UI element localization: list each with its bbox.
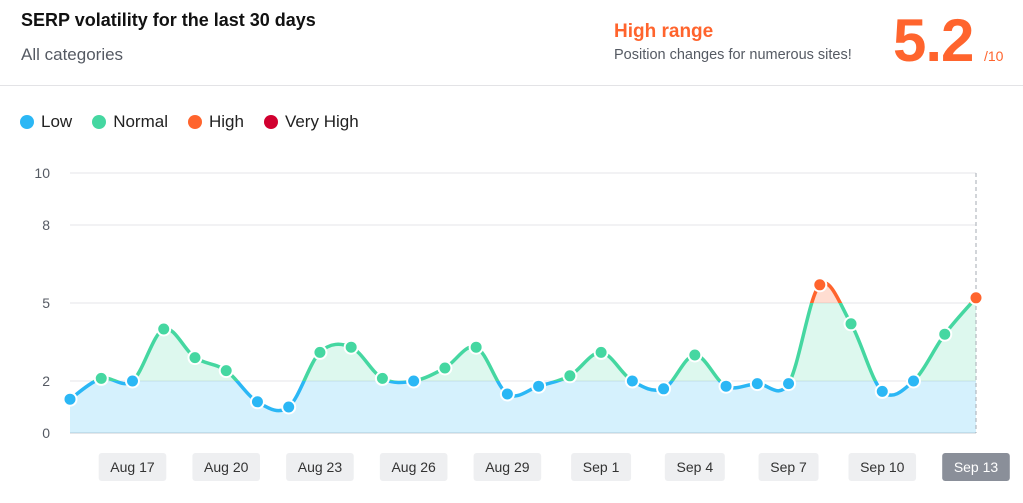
data-point-17: [562, 368, 578, 384]
x-tick-label-9: Sep 10: [860, 459, 905, 475]
series-line-low: [68, 381, 916, 413]
range-label: High range: [614, 21, 714, 42]
data-point-25: [812, 277, 828, 293]
legend-item-low: Low: [20, 112, 72, 132]
y-tick-label-2: 2: [42, 373, 50, 389]
legend-label-normal: Normal: [113, 112, 168, 131]
volatility-score: 5.2: [893, 7, 974, 74]
data-point-29: [937, 326, 953, 342]
data-point-2: [93, 370, 109, 386]
legend-item-normal: Normal: [92, 112, 168, 132]
legend-label-very-high: Very High: [284, 112, 359, 131]
y-tick-label-0: 0: [42, 425, 50, 441]
data-point-11: [374, 370, 390, 386]
area-fill-low: [70, 381, 976, 433]
x-tick-label-4: Aug 26: [391, 459, 436, 475]
x-label-pill-10: [942, 453, 1010, 481]
data-point-16: [531, 378, 547, 394]
y-tick-label-8: 8: [42, 217, 50, 233]
x-label-pill-3: [286, 453, 354, 481]
legend-dot-very-high: [263, 115, 278, 129]
data-point-20: [656, 381, 672, 397]
volatility-score-max: /10: [984, 48, 1004, 64]
y-tick-label-10: 10: [34, 165, 50, 181]
x-label-pill-6: [571, 453, 632, 481]
x-label-pill-5: [473, 453, 542, 481]
legend-dot-high: [187, 115, 202, 129]
data-point-15: [499, 386, 515, 402]
data-point-19: [624, 373, 640, 389]
chart-header: SERP volatility for the last 30 days All…: [0, 0, 1023, 86]
data-point-8: [281, 399, 297, 415]
data-point-21: [687, 347, 703, 363]
category-filter-label: All categories: [21, 45, 124, 64]
data-point-23: [749, 376, 765, 392]
data-point-5: [187, 350, 203, 366]
data-point-18: [593, 344, 609, 360]
data-point-7: [249, 394, 265, 410]
legend-item-high: High: [187, 112, 244, 132]
data-point-3: [124, 373, 140, 389]
x-label-pill-1: [98, 453, 167, 481]
x-tick-label-5: Aug 29: [485, 459, 530, 475]
legend-label-high: High: [208, 112, 244, 131]
data-point-24: [781, 376, 797, 392]
x-label-pill-2: [192, 453, 261, 481]
data-point-14: [468, 339, 484, 355]
data-point-12: [406, 373, 422, 389]
x-tick-label-7: Sep 4: [677, 459, 714, 475]
data-point-13: [437, 360, 453, 376]
range-description: Position changes for numerous sites!: [614, 47, 852, 63]
data-point-6: [218, 363, 234, 379]
data-point-9: [312, 344, 328, 360]
data-point-10: [343, 339, 359, 355]
x-label-pill-4: [379, 453, 448, 481]
legend-dot-low: [20, 115, 34, 129]
x-tick-label-10: Sep 13: [954, 459, 999, 475]
legend-label-low: Low: [41, 112, 73, 131]
data-point-27: [874, 383, 890, 399]
x-tick-label-1: Aug 17: [110, 459, 155, 475]
data-point-26: [843, 316, 859, 332]
y-tick-label-5: 5: [42, 295, 50, 311]
legend-dot-normal: [92, 115, 107, 129]
x-tick-label-8: Sep 7: [770, 459, 807, 475]
x-label-pill-9: [848, 453, 917, 481]
x-tick-label-2: Aug 20: [204, 459, 249, 475]
x-tick-label-6: Sep 1: [583, 459, 620, 475]
page-title: SERP volatility for the last 30 days: [21, 10, 316, 30]
data-point-30: [968, 290, 984, 306]
data-point-4: [156, 321, 172, 337]
data-point-22: [718, 378, 734, 394]
x-label-pill-7: [664, 453, 725, 481]
data-point-1: [62, 391, 78, 407]
x-tick-label-3: Aug 23: [298, 459, 343, 475]
data-point-28: [906, 373, 922, 389]
chart-legend: Low Normal High Very High: [20, 112, 359, 132]
x-label-pill-8: [758, 453, 819, 481]
legend-item-very-high: Very High: [263, 112, 359, 132]
